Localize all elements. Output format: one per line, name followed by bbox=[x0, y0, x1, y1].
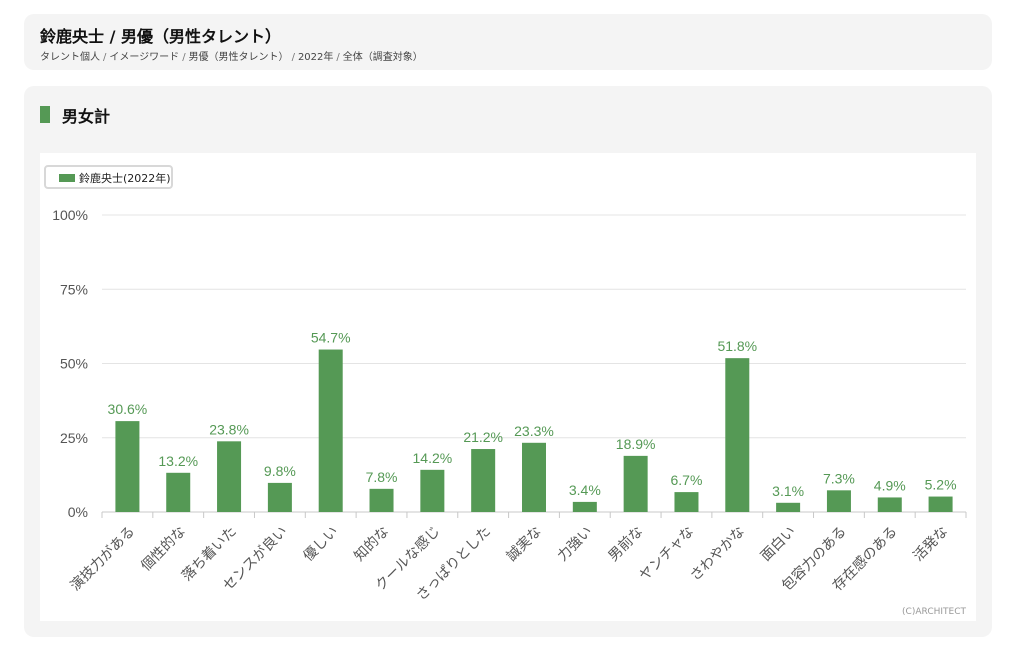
data-label: 4.9% bbox=[874, 477, 906, 493]
bar[interactable] bbox=[217, 441, 242, 512]
data-label: 21.2% bbox=[463, 429, 503, 445]
bar[interactable] bbox=[318, 349, 343, 512]
bar[interactable] bbox=[928, 496, 953, 512]
bar[interactable] bbox=[674, 492, 699, 512]
x-tick-label: 演技力がある bbox=[68, 524, 139, 595]
data-label: 13.2% bbox=[158, 453, 198, 469]
bar[interactable] bbox=[725, 358, 750, 512]
data-label: 51.8% bbox=[717, 338, 757, 354]
header-card: 鈴鹿央士 / 男優（男性タレント） タレント個人 / イメージワード / 男優（男性タレ… bbox=[24, 14, 992, 70]
breadcrumb-item[interactable]: 全体（調査対象） bbox=[342, 52, 423, 63]
bar[interactable] bbox=[420, 469, 445, 512]
bar[interactable] bbox=[877, 497, 902, 512]
data-label: 54.7% bbox=[311, 330, 351, 346]
bar[interactable] bbox=[369, 488, 394, 512]
copyright: (C)ARCHITECT bbox=[902, 607, 966, 617]
breadcrumb-separator: / bbox=[182, 52, 186, 63]
data-label: 3.4% bbox=[569, 482, 601, 498]
bar[interactable] bbox=[522, 442, 546, 512]
x-tick-label: 誠実な bbox=[504, 524, 545, 565]
chart-area: 0% 25% 50% 75% 100% 30.6% 演技力がある 13.2% 個性的な 23.8%… bbox=[40, 153, 976, 621]
x-tick-label: 優しい bbox=[301, 524, 342, 565]
x-tick-label: 面白い bbox=[758, 524, 799, 565]
bar-chart: 0% 25% 50% 75% 100% 30.6% 演技力がある 13.2% 個性的な 23.8%… bbox=[52, 207, 967, 604]
y-tick-label: 50% bbox=[60, 356, 88, 372]
x-tick-label: 活発な bbox=[910, 524, 951, 565]
y-tick-label: 100% bbox=[52, 207, 88, 223]
legend-label: 鈴鹿央士(2022年) bbox=[79, 172, 171, 185]
data-label: 7.3% bbox=[823, 470, 855, 486]
bar[interactable] bbox=[166, 472, 191, 512]
bar[interactable] bbox=[826, 490, 851, 512]
breadcrumb: タレント個人 / イメージワード / 男優（男性タレント）/2022年 / 全体（調査対象） bbox=[40, 48, 423, 63]
data-label: 23.8% bbox=[209, 421, 249, 437]
data-label: 9.8% bbox=[264, 463, 296, 479]
x-tick-label: 男前な bbox=[605, 523, 647, 565]
bar[interactable] bbox=[115, 421, 140, 512]
section-marker bbox=[40, 106, 50, 123]
data-label: 3.1% bbox=[772, 483, 804, 499]
x-tick-label: 個性的な bbox=[138, 524, 189, 575]
bar[interactable] bbox=[572, 501, 597, 512]
data-label: 30.6% bbox=[108, 401, 148, 417]
data-label: 5.2% bbox=[925, 477, 957, 493]
breadcrumb-separator: / bbox=[291, 52, 295, 63]
legend-swatch bbox=[59, 174, 75, 182]
y-tick-label: 0% bbox=[68, 504, 88, 520]
data-label: 23.3% bbox=[514, 423, 554, 439]
breadcrumb-item[interactable]: タレント個人 bbox=[40, 52, 100, 63]
chart-card: 男女計 0% 25% 50% 75% 100% 30.6% 演技力がある 13.2% 個性的な 2… bbox=[24, 86, 992, 637]
data-label: 7.8% bbox=[366, 469, 398, 485]
breadcrumb-separator: / bbox=[336, 52, 340, 63]
bar[interactable] bbox=[776, 502, 801, 512]
breadcrumb-separator: / bbox=[103, 52, 107, 63]
breadcrumb-item[interactable]: 男優（男性タレント） bbox=[188, 52, 289, 63]
x-tick-label: 知的な bbox=[351, 523, 393, 565]
breadcrumb-item[interactable]: イメージワード bbox=[109, 52, 180, 63]
y-tick-label: 25% bbox=[60, 430, 88, 446]
data-label: 6.7% bbox=[671, 472, 703, 488]
legend[interactable]: 鈴鹿央士(2022年) bbox=[44, 165, 173, 189]
section-title: 男女計 bbox=[62, 107, 111, 126]
data-label: 14.2% bbox=[413, 450, 453, 466]
bar[interactable] bbox=[267, 482, 292, 512]
bar[interactable] bbox=[623, 455, 648, 512]
breadcrumb-item[interactable]: 2022年 bbox=[297, 52, 334, 63]
y-tick-label: 75% bbox=[60, 281, 88, 297]
x-tick-label: 力強い bbox=[555, 524, 596, 565]
page-title: 鈴鹿央士 / 男優（男性タレント） bbox=[40, 27, 281, 46]
x-tick-label: さわやかな bbox=[687, 524, 748, 585]
data-label: 18.9% bbox=[616, 436, 656, 452]
bar[interactable] bbox=[471, 449, 496, 512]
